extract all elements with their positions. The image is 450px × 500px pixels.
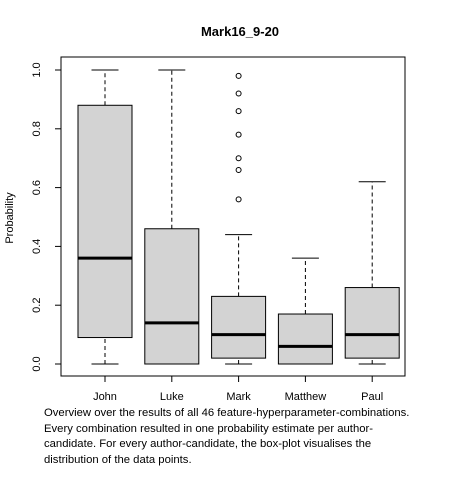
- y-tick-label: 1.0: [31, 62, 43, 77]
- outlier-point: [235, 108, 242, 115]
- outlier-point: [235, 155, 242, 162]
- figure-caption: Overview over the results of all 46 feat…: [44, 406, 444, 468]
- box-rect: [344, 287, 400, 359]
- outlier-point: [235, 166, 242, 173]
- caption-line: distribution of the data points.: [44, 453, 192, 466]
- caption-line: Overview over the results of all 46 feat…: [44, 407, 410, 419]
- x-tick-label: Paul: [361, 391, 383, 403]
- y-tick-label: 0.0: [31, 356, 43, 371]
- outlier-point: [235, 131, 242, 138]
- boxes-group: [77, 69, 400, 365]
- box-rect: [77, 104, 133, 339]
- caption-line: Every combination resulted in one probab…: [44, 422, 374, 435]
- y-tick-label: 0.8: [31, 121, 43, 136]
- box-rect: [144, 228, 200, 365]
- y-tick-label: 0.4: [31, 239, 43, 254]
- x-tick-label: Mark: [226, 391, 251, 403]
- box-mark: [211, 72, 267, 365]
- box-luke: [144, 69, 200, 365]
- x-tick-label: Matthew: [285, 391, 327, 403]
- box-matthew: [277, 257, 333, 365]
- box-john: [77, 69, 133, 365]
- box-rect: [211, 295, 267, 359]
- x-tick-label: John: [93, 391, 117, 403]
- boxplot-chart: Mark16_9-20 Probability 0.0 0.2 0.4 0.6 0.8 1…: [4, 24, 406, 403]
- x-axis: John Luke Mark Matthew Paul: [93, 375, 383, 403]
- chart-title: Mark16_9-20: [201, 24, 279, 39]
- y-axis-label: Probability: [4, 192, 16, 244]
- y-axis: 0.0 0.2 0.4 0.6 0.8 1.0: [31, 62, 62, 372]
- outlier-point: [235, 90, 242, 97]
- caption-line: candidate. For every author-candidate, t…: [44, 438, 372, 450]
- box-paul: [344, 181, 400, 365]
- outlier-point: [235, 72, 242, 79]
- box-rect: [277, 313, 333, 365]
- y-tick-label: 0.2: [31, 298, 43, 313]
- y-tick-label: 0.6: [31, 180, 43, 195]
- x-tick-label: Luke: [160, 391, 184, 403]
- outlier-point: [235, 196, 242, 203]
